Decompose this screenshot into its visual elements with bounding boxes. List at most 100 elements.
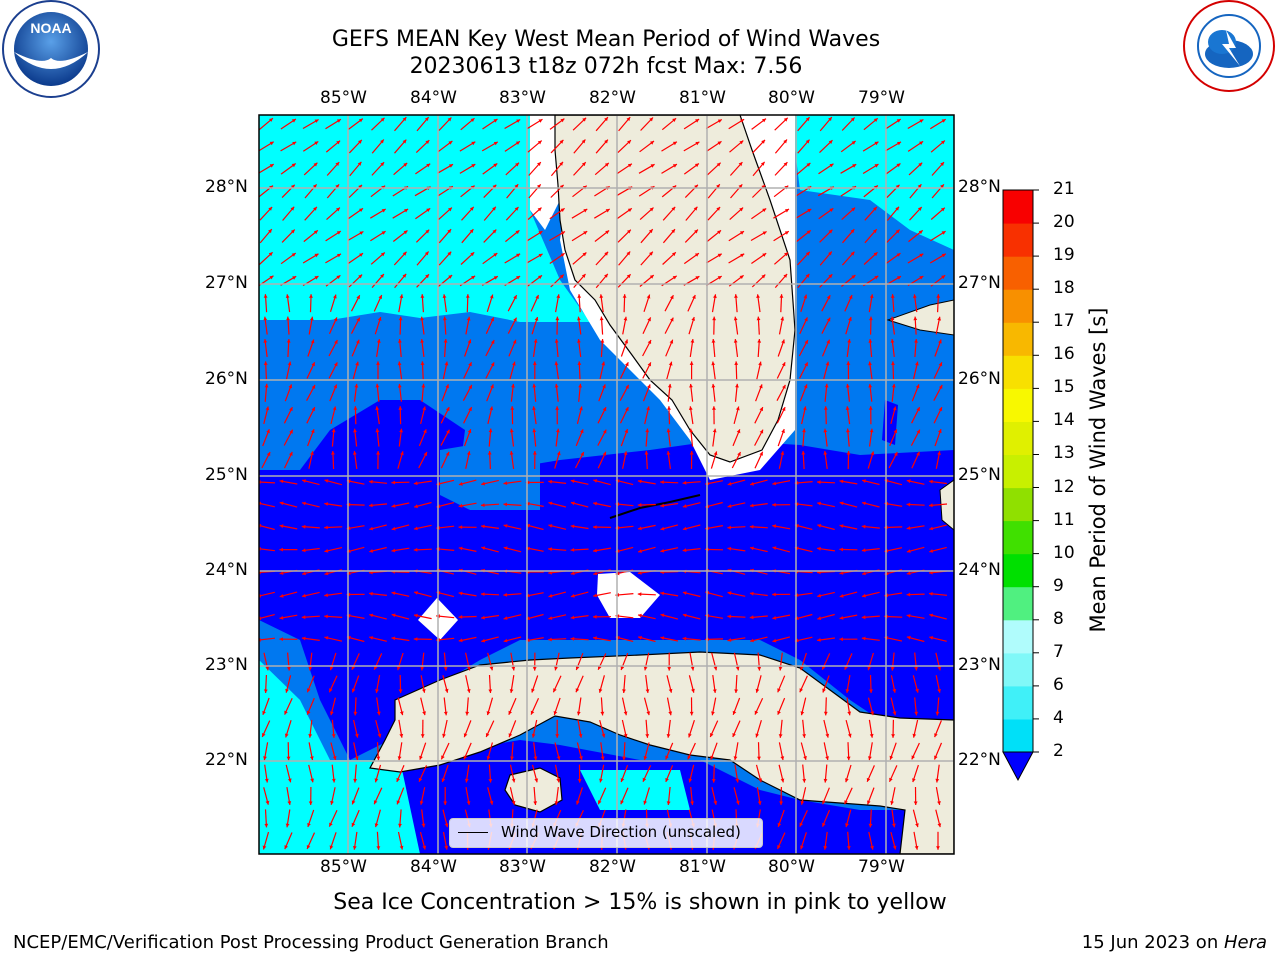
wind-arrow bbox=[481, 614, 499, 620]
wind-arrow bbox=[415, 229, 430, 243]
wind-arrow bbox=[935, 786, 941, 806]
wind-arrow bbox=[682, 502, 701, 508]
wind-arrow bbox=[465, 675, 471, 693]
wind-arrow bbox=[532, 450, 537, 470]
wind-arrow bbox=[353, 383, 359, 402]
wind-arrow bbox=[442, 294, 447, 313]
wind-arrow bbox=[802, 428, 806, 447]
wind-arrow bbox=[661, 163, 678, 174]
wind-arrow bbox=[755, 675, 762, 693]
wind-arrow bbox=[599, 316, 604, 335]
noaa-logo: NOAA bbox=[2, 0, 100, 98]
wind-arrow bbox=[734, 294, 738, 313]
wind-arrow bbox=[597, 406, 607, 424]
wind-arrow bbox=[642, 317, 652, 335]
lon-tick-label: 83°W bbox=[499, 857, 546, 877]
wind-arrow bbox=[734, 361, 739, 380]
wind-arrow bbox=[817, 637, 835, 642]
wind-arrow bbox=[413, 613, 432, 620]
wind-arrow bbox=[618, 116, 631, 132]
wind-arrow bbox=[619, 406, 629, 424]
wind-arrow bbox=[459, 141, 476, 152]
wind-arrow bbox=[712, 428, 717, 447]
wind-arrow bbox=[348, 139, 363, 154]
wind-arrow bbox=[890, 406, 897, 425]
wind-arrow bbox=[442, 316, 447, 335]
wind-arrow bbox=[846, 428, 850, 447]
wind-arrow bbox=[285, 294, 291, 313]
wind-arrow bbox=[485, 317, 495, 335]
wind-arrow bbox=[889, 429, 898, 447]
wind-arrow bbox=[929, 118, 947, 130]
wind-arrow bbox=[797, 273, 810, 289]
wind-arrow bbox=[891, 383, 896, 402]
wind-arrow bbox=[420, 652, 425, 671]
wind-arrow bbox=[885, 141, 902, 152]
wind-arrow bbox=[846, 697, 852, 716]
wind-arrow bbox=[890, 294, 895, 313]
wind-arrow bbox=[350, 294, 361, 312]
wind-arrow bbox=[862, 141, 879, 152]
wind-arrow bbox=[308, 786, 313, 806]
wind-arrow bbox=[712, 316, 716, 335]
wind-arrow bbox=[259, 163, 275, 174]
wind-arrow bbox=[507, 317, 518, 334]
colorbar-tick-label: 11 bbox=[1053, 509, 1075, 530]
colorbar-tick-label: 19 bbox=[1053, 245, 1075, 266]
wind-arrow bbox=[442, 361, 449, 380]
wind-arrow bbox=[308, 719, 313, 738]
wind-arrow bbox=[368, 479, 388, 484]
wind-arrow bbox=[864, 206, 878, 221]
wind-arrow bbox=[637, 636, 656, 643]
wind-arrow bbox=[751, 118, 767, 130]
wind-arrow bbox=[375, 383, 380, 402]
wind-arrow bbox=[509, 361, 516, 380]
wind-arrow bbox=[481, 141, 499, 152]
colorbar-segment bbox=[1003, 586, 1033, 621]
wind-arrow bbox=[481, 479, 499, 486]
wind-arrow bbox=[772, 614, 791, 620]
wind-arrow bbox=[818, 163, 834, 175]
wind-arrow bbox=[284, 832, 293, 850]
wind-arrow bbox=[779, 294, 784, 313]
wind-arrow bbox=[351, 787, 360, 805]
wind-arrow bbox=[643, 652, 650, 671]
wind-arrow bbox=[616, 207, 633, 220]
colorbar-tick-label: 16 bbox=[1053, 344, 1075, 365]
wind-arrow bbox=[913, 294, 918, 313]
wind-arrow bbox=[934, 339, 942, 357]
wind-arrow bbox=[868, 719, 874, 738]
wind-arrow bbox=[302, 140, 319, 152]
wind-arrow bbox=[845, 719, 852, 738]
wind-arrow bbox=[371, 161, 385, 176]
wind-arrow bbox=[280, 141, 297, 152]
wind-arrow bbox=[376, 697, 381, 716]
wind-arrow bbox=[907, 140, 924, 152]
machine-name: Hera bbox=[1223, 932, 1267, 953]
wind-arrow bbox=[549, 230, 566, 242]
wind-arrow bbox=[749, 503, 768, 508]
wind-arrow bbox=[463, 406, 473, 424]
wind-arrow bbox=[465, 652, 471, 671]
wind-arrow bbox=[370, 252, 386, 265]
wind-arrow bbox=[480, 503, 500, 508]
wind-arrow bbox=[371, 139, 385, 154]
wind-arrow bbox=[527, 207, 542, 221]
wind-arrow bbox=[802, 719, 806, 738]
lon-tick-label: 79°W bbox=[858, 88, 905, 108]
wind-arrow bbox=[869, 316, 873, 335]
wind-arrow bbox=[754, 451, 764, 469]
wind-arrow bbox=[711, 361, 716, 380]
wind-arrow bbox=[862, 163, 879, 175]
wind-arrow bbox=[841, 117, 856, 131]
wind-arrow bbox=[616, 163, 633, 175]
wind-arrow bbox=[528, 161, 542, 176]
wind-arrow bbox=[263, 294, 268, 313]
wind-arrow bbox=[576, 742, 583, 761]
colorbar-segment bbox=[1003, 256, 1033, 290]
wind-arrow bbox=[799, 384, 808, 402]
wind-arrow bbox=[861, 524, 880, 529]
wind-arrow bbox=[935, 652, 942, 671]
colorbar bbox=[1002, 189, 1039, 782]
wind-arrow bbox=[286, 316, 290, 335]
